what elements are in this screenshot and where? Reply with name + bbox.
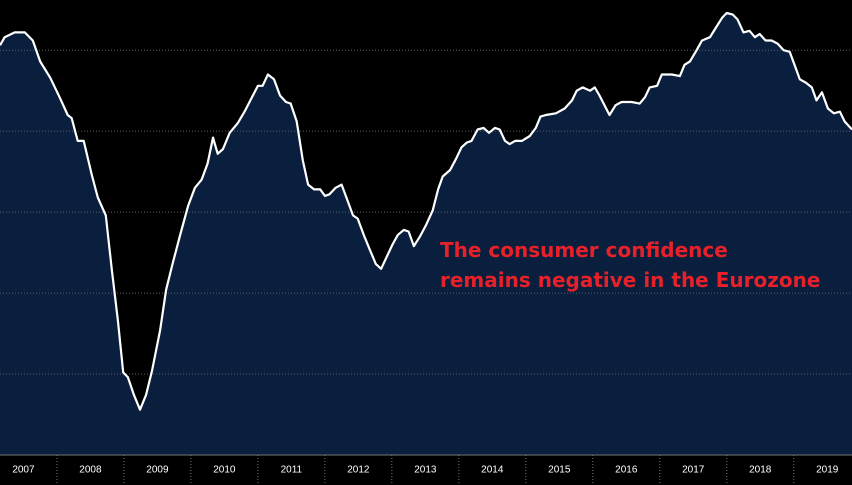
x-tick-label: 2016: [615, 465, 638, 476]
x-tick-label: 2014: [481, 465, 504, 476]
x-tick-label: 2018: [749, 465, 772, 476]
x-tick-label: 2019: [816, 465, 839, 476]
x-tick-label: 2011: [281, 465, 303, 476]
x-tick-label: 2010: [213, 465, 236, 476]
x-tick-label: 2013: [414, 465, 437, 476]
line: [0, 11, 852, 411]
x-tick-label: 2008: [79, 465, 102, 476]
annotation: remains negative in the Eurozone: [440, 268, 820, 292]
x-axis-band: [0, 455, 852, 485]
annotation: The consumer confidence: [440, 238, 728, 262]
x-tick-label: 2015: [548, 465, 571, 476]
x-tick-label: 2017: [682, 465, 705, 476]
x-tick-label: 2012: [347, 465, 370, 476]
x-tick-label: 2007: [12, 465, 35, 476]
x-tick-label: 2009: [146, 465, 169, 476]
area: [0, 13, 852, 455]
